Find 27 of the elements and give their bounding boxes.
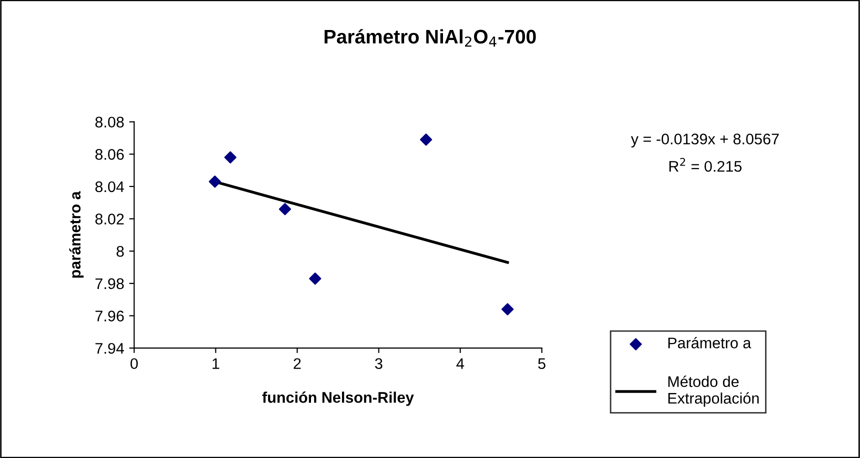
x-tick-label: 5 <box>538 358 546 370</box>
y-tick-label: 8.08 <box>95 116 124 128</box>
point <box>501 303 514 316</box>
text: y = -0.0139x + 8.0567 <box>630 134 779 148</box>
y-axis-title: parámetro a <box>69 191 84 278</box>
point <box>208 176 221 188</box>
y-tick-label: 7.98 <box>95 278 124 290</box>
x-tick-label: 1 <box>212 358 220 369</box>
point <box>309 272 322 285</box>
x-tick-label: 4 <box>456 358 464 369</box>
x-tick-label: 2 <box>294 358 301 369</box>
y-tick-label: 7.96 <box>95 310 124 322</box>
point <box>278 203 292 216</box>
y-tick-label: 8.06 <box>95 149 124 160</box>
y-tick-label: 8.04 <box>95 181 124 192</box>
legend-label: Método de Extrapolación <box>668 376 759 407</box>
y-tick-label: 7.94 <box>95 342 124 354</box>
point <box>224 151 236 164</box>
point <box>420 134 432 146</box>
x-tick-label: 3 <box>375 358 382 370</box>
text: R$^{2}$ = 0.215 <box>669 158 742 172</box>
chart-title: Parámetro NiAl$_{2}$O$_{4}$-700 <box>324 29 536 47</box>
legend-label: Parámetro a <box>668 336 752 348</box>
x-tick-label: 0 <box>130 358 138 370</box>
x-axis-title: función Nelson-Riley <box>262 391 414 406</box>
y-tick-label: 8 <box>116 246 124 257</box>
y-tick-label: 8.02 <box>95 214 124 224</box>
